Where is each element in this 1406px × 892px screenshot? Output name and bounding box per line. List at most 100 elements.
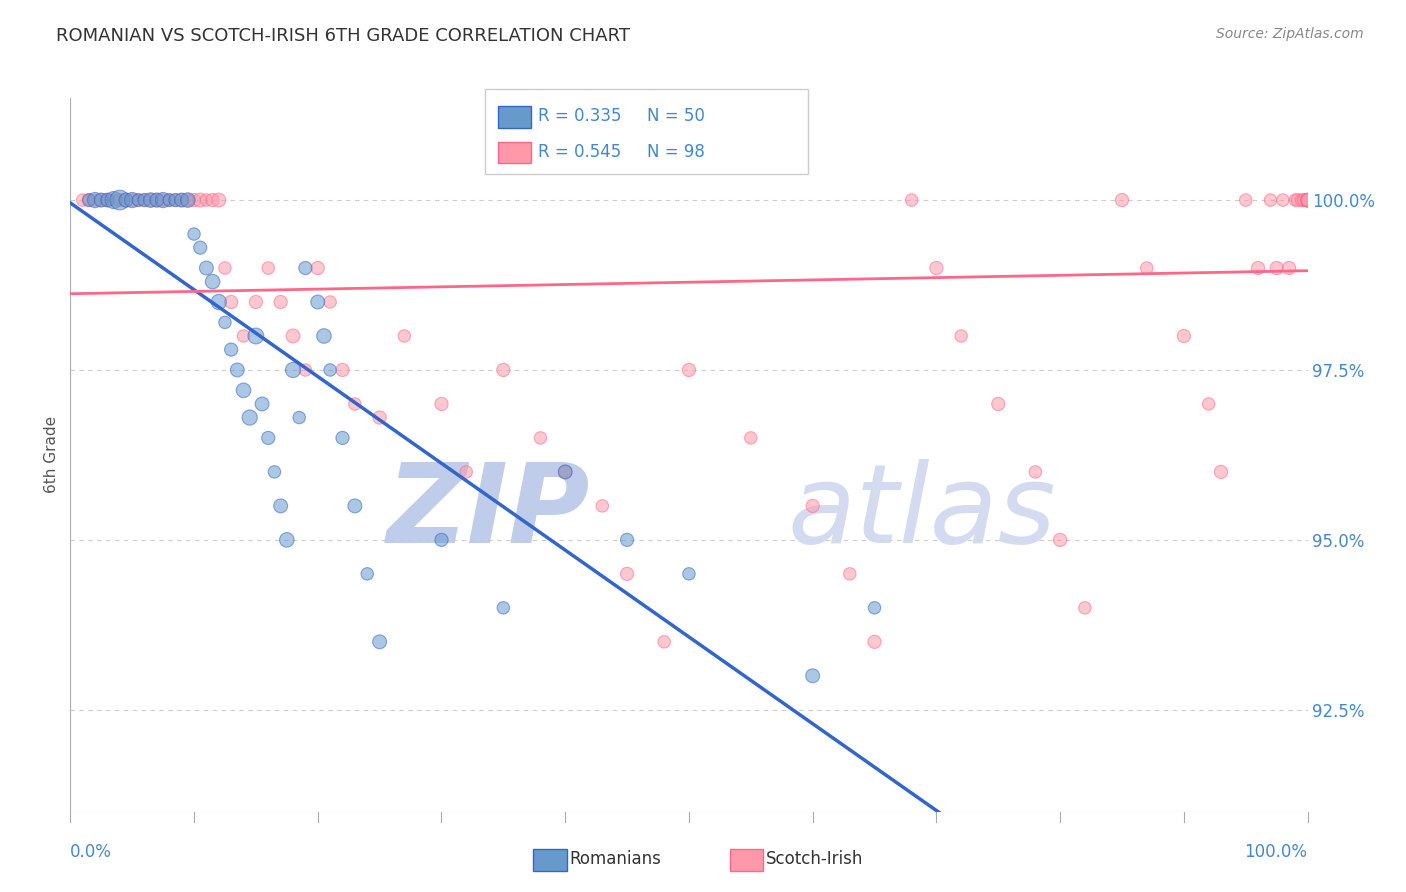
Point xyxy=(232,384,254,398)
Point xyxy=(239,410,262,425)
Point xyxy=(103,193,125,207)
Point xyxy=(319,295,342,310)
Point xyxy=(1296,193,1319,207)
Point xyxy=(219,343,242,357)
Point xyxy=(801,499,824,513)
Point xyxy=(1296,193,1319,207)
Point xyxy=(1296,193,1319,207)
Point xyxy=(1291,193,1313,207)
Point xyxy=(152,193,174,207)
Point xyxy=(1296,193,1319,207)
Point xyxy=(430,397,453,411)
Text: N = 98: N = 98 xyxy=(647,143,704,161)
Point xyxy=(288,410,311,425)
Point xyxy=(740,431,762,445)
Point xyxy=(195,193,218,207)
Point xyxy=(1296,193,1319,207)
Point xyxy=(1296,193,1319,207)
Text: ROMANIAN VS SCOTCH-IRISH 6TH GRADE CORRELATION CHART: ROMANIAN VS SCOTCH-IRISH 6TH GRADE CORRE… xyxy=(56,27,630,45)
Point xyxy=(1296,193,1319,207)
Point xyxy=(195,260,218,275)
Point xyxy=(1198,397,1220,411)
Point xyxy=(96,193,118,207)
Text: R = 0.545: R = 0.545 xyxy=(538,143,621,161)
Point xyxy=(263,465,285,479)
Point xyxy=(925,260,948,275)
Point xyxy=(863,600,886,615)
Point xyxy=(127,193,149,207)
Point xyxy=(208,193,231,207)
Point xyxy=(294,260,316,275)
Point xyxy=(368,410,391,425)
Point xyxy=(838,566,860,581)
Point xyxy=(312,329,335,343)
Point xyxy=(188,241,211,255)
Text: atlas: atlas xyxy=(787,458,1056,566)
Point xyxy=(343,499,366,513)
Point xyxy=(281,329,304,343)
Point xyxy=(157,193,180,207)
Point xyxy=(121,193,143,207)
Point xyxy=(492,600,515,615)
Text: R = 0.335: R = 0.335 xyxy=(538,107,621,125)
Point xyxy=(103,193,125,207)
Point xyxy=(1296,193,1319,207)
Point xyxy=(270,499,292,513)
Point xyxy=(208,295,231,310)
Point xyxy=(678,566,700,581)
Y-axis label: 6th Grade: 6th Grade xyxy=(44,417,59,493)
Point xyxy=(652,635,675,649)
Point xyxy=(1049,533,1071,547)
Point xyxy=(1247,260,1270,275)
Point xyxy=(201,275,224,289)
Point xyxy=(529,431,551,445)
Text: 100.0%: 100.0% xyxy=(1244,843,1308,861)
Point xyxy=(1296,193,1319,207)
Text: 0.0%: 0.0% xyxy=(70,843,112,861)
Point xyxy=(863,635,886,649)
Point xyxy=(332,431,354,445)
Point xyxy=(177,193,200,207)
Point xyxy=(1296,193,1319,207)
Point xyxy=(950,329,973,343)
Point xyxy=(146,193,169,207)
Point xyxy=(554,465,576,479)
Point xyxy=(1296,193,1319,207)
Point xyxy=(72,193,94,207)
Point xyxy=(1296,193,1319,207)
Point xyxy=(201,193,224,207)
Point xyxy=(1296,193,1319,207)
Point xyxy=(1296,193,1319,207)
Point xyxy=(219,295,242,310)
Point xyxy=(900,193,922,207)
Point xyxy=(108,193,131,207)
Point xyxy=(616,566,638,581)
Text: Romanians: Romanians xyxy=(569,850,661,868)
Point xyxy=(146,193,169,207)
Point xyxy=(84,193,107,207)
Point xyxy=(245,329,267,343)
Point xyxy=(257,260,280,275)
Point xyxy=(1136,260,1159,275)
Point xyxy=(307,295,329,310)
Point xyxy=(90,193,112,207)
Point xyxy=(492,363,515,377)
Point xyxy=(1296,193,1319,207)
Point xyxy=(127,193,149,207)
Point xyxy=(1024,465,1046,479)
Point xyxy=(108,193,131,207)
Point xyxy=(270,295,292,310)
Point xyxy=(214,315,236,329)
Point xyxy=(456,465,478,479)
Point xyxy=(96,193,118,207)
Point xyxy=(139,193,162,207)
Point xyxy=(1234,193,1257,207)
Point xyxy=(1074,600,1097,615)
Point xyxy=(250,397,273,411)
Point xyxy=(801,669,824,683)
Point xyxy=(1296,193,1319,207)
Point xyxy=(245,295,267,310)
Point xyxy=(1284,193,1306,207)
Point xyxy=(1296,193,1319,207)
Point xyxy=(1209,465,1232,479)
